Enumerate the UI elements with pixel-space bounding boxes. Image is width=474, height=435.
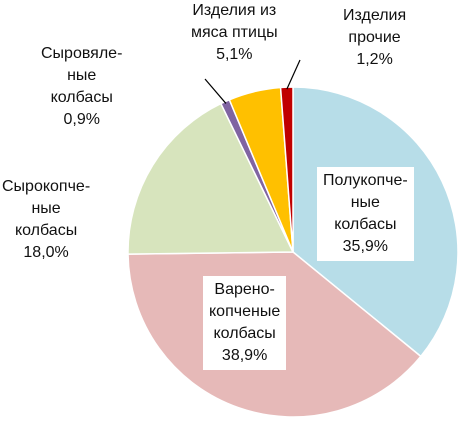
slice-value-label: 35,9%	[342, 238, 389, 255]
slice-label-line: Изделия	[343, 7, 407, 24]
slice-label-prochie: Изделия прочие 1,2%	[343, 5, 406, 71]
slice-label-line: Варено-	[214, 281, 275, 298]
slice-value-label: 5,1%	[216, 46, 253, 63]
slice-value-label: 38,9%	[221, 347, 268, 364]
leader-line-prochie	[286, 59, 301, 90]
slice-label-polukopchenye: Полукопче- ные колбасы 35,9%	[317, 167, 414, 261]
slice-value-label: 0,9%	[63, 111, 100, 128]
slice-label-syrovyalenye: Сыровяле- ные колбасы 0,9%	[41, 43, 122, 131]
leader-line-syrovyalenye	[204, 78, 227, 104]
slice-label-line: Изделия из	[192, 2, 277, 19]
slice-label-line: прочие	[348, 29, 401, 46]
slice-label-line: ные	[350, 194, 380, 211]
slice-label-line: мяса птицы	[191, 24, 278, 41]
slice-label-line: ные	[67, 67, 97, 84]
pie-slice-prochie	[279, 86, 294, 253]
slice-label-line: Сыровяле-	[41, 45, 123, 62]
slice-value-label: 18,0%	[23, 244, 69, 261]
slice-label-syrokopchenye: Сырокопче- ные колбасы 18,0%	[2, 176, 90, 264]
slice-label-line: колбасы	[334, 216, 397, 233]
slice-label-line: колбасы	[14, 222, 78, 239]
slice-label-line: копченые	[209, 303, 281, 320]
slice-label-line: колбасы	[213, 325, 276, 342]
pie-slice-syrokopchenye	[127, 102, 295, 255]
slice-label-varenokopchenye: Варено- копченые колбасы 38,9%	[203, 276, 287, 370]
slice-label-iz-myasa-ptitsy: Изделия из мяса птицы 5,1%	[191, 0, 278, 66]
slice-label-line: Сырокопче-	[2, 178, 91, 195]
slice-value-label: 1,2%	[356, 51, 393, 68]
slice-label-line: ные	[31, 200, 61, 217]
slice-label-line: колбасы	[50, 89, 113, 106]
slice-label-line: Полукопче-	[323, 172, 408, 189]
